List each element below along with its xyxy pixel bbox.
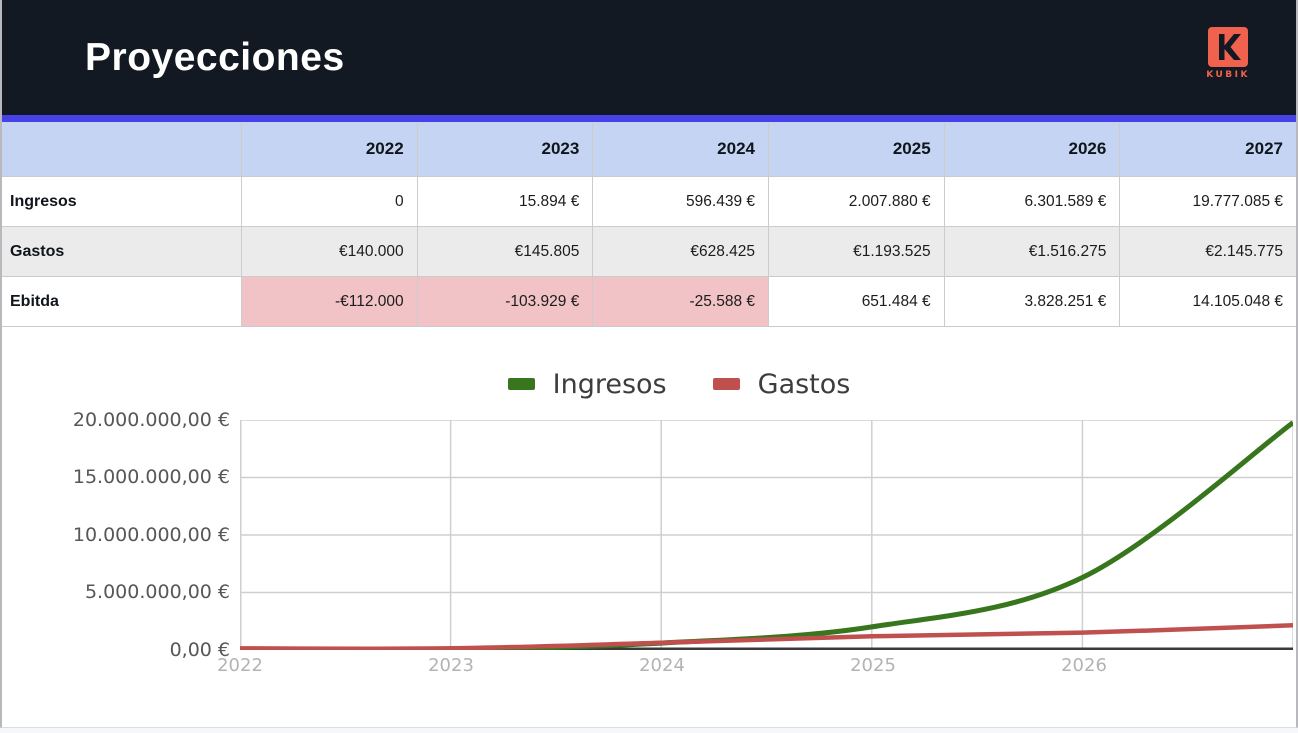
row-label: Gastos bbox=[2, 227, 242, 277]
x-axis-tick: 2026 bbox=[1061, 655, 1107, 676]
value-cell: €1.516.275 bbox=[944, 227, 1121, 277]
page-title: Proyecciones bbox=[85, 35, 345, 79]
kubik-logo-icon bbox=[1208, 27, 1249, 67]
projections-table: 2022 2023 2024 2025 2026 2027 Ingresos 0… bbox=[2, 122, 1296, 327]
value-cell: 596.439 € bbox=[593, 177, 769, 227]
y-axis-tick: 20.000.000,00 € bbox=[72, 409, 230, 431]
value-cell: €628.425 bbox=[593, 227, 769, 277]
slide-header: Proyecciones KUBIK bbox=[2, 0, 1296, 115]
value-cell: 6.301.589 € bbox=[944, 177, 1121, 227]
ingresos-swatch-icon bbox=[507, 378, 535, 390]
x-axis-tick: 2023 bbox=[428, 655, 474, 676]
corner-cell bbox=[2, 122, 242, 177]
value-cell: €140.000 bbox=[242, 227, 418, 277]
value-cell: 14.105.048 € bbox=[1120, 277, 1296, 327]
gastos-swatch-icon bbox=[712, 378, 740, 390]
chart-legend: Ingresos Gastos bbox=[32, 368, 1298, 400]
legend-label: Gastos bbox=[757, 368, 851, 400]
value-cell: 2.007.880 € bbox=[769, 177, 945, 227]
value-cell-negative: -103.929 € bbox=[417, 277, 594, 327]
year-header: 2022 bbox=[242, 122, 418, 177]
year-header: 2026 bbox=[944, 122, 1121, 177]
y-axis-tick: 5.000.000,00 € bbox=[84, 581, 230, 603]
value-cell-negative: -€112.000 bbox=[242, 277, 418, 327]
value-cell: €2.145.775 bbox=[1120, 227, 1296, 277]
y-axis-tick: 15.000.000,00 € bbox=[72, 466, 230, 488]
kubik-logo: KUBIK bbox=[1206, 27, 1250, 80]
y-axis-tick: 0,00 € bbox=[169, 639, 230, 661]
accent-divider bbox=[2, 115, 1296, 122]
projection-line-chart bbox=[240, 420, 1293, 650]
y-axis-tick: 10.000.000,00 € bbox=[72, 524, 230, 546]
x-axis-tick: 2025 bbox=[850, 655, 896, 676]
row-label: Ebitda bbox=[2, 277, 242, 327]
value-cell: 15.894 € bbox=[417, 177, 594, 227]
year-header: 2024 bbox=[593, 122, 769, 177]
year-header: 2023 bbox=[417, 122, 594, 177]
row-label: Ingresos bbox=[2, 177, 242, 227]
value-cell: 0 bbox=[242, 177, 418, 227]
value-cell: €145.805 bbox=[417, 227, 594, 277]
value-cell: 3.828.251 € bbox=[944, 277, 1121, 327]
year-header: 2025 bbox=[769, 122, 945, 177]
kubik-logo-text: KUBIK bbox=[1206, 70, 1250, 80]
value-cell-negative: -25.588 € bbox=[593, 277, 769, 327]
value-cell: €1.193.525 bbox=[769, 227, 945, 277]
legend-label: Ingresos bbox=[552, 368, 667, 400]
x-axis-tick: 2024 bbox=[639, 655, 685, 676]
value-cell: 19.777.085 € bbox=[1120, 177, 1296, 227]
legend-item-ingresos: Ingresos bbox=[507, 368, 667, 400]
legend-item-gastos: Gastos bbox=[712, 368, 851, 400]
x-axis-tick: 2022 bbox=[217, 655, 263, 676]
value-cell: 651.484 € bbox=[769, 277, 945, 327]
year-header: 2027 bbox=[1120, 122, 1296, 177]
